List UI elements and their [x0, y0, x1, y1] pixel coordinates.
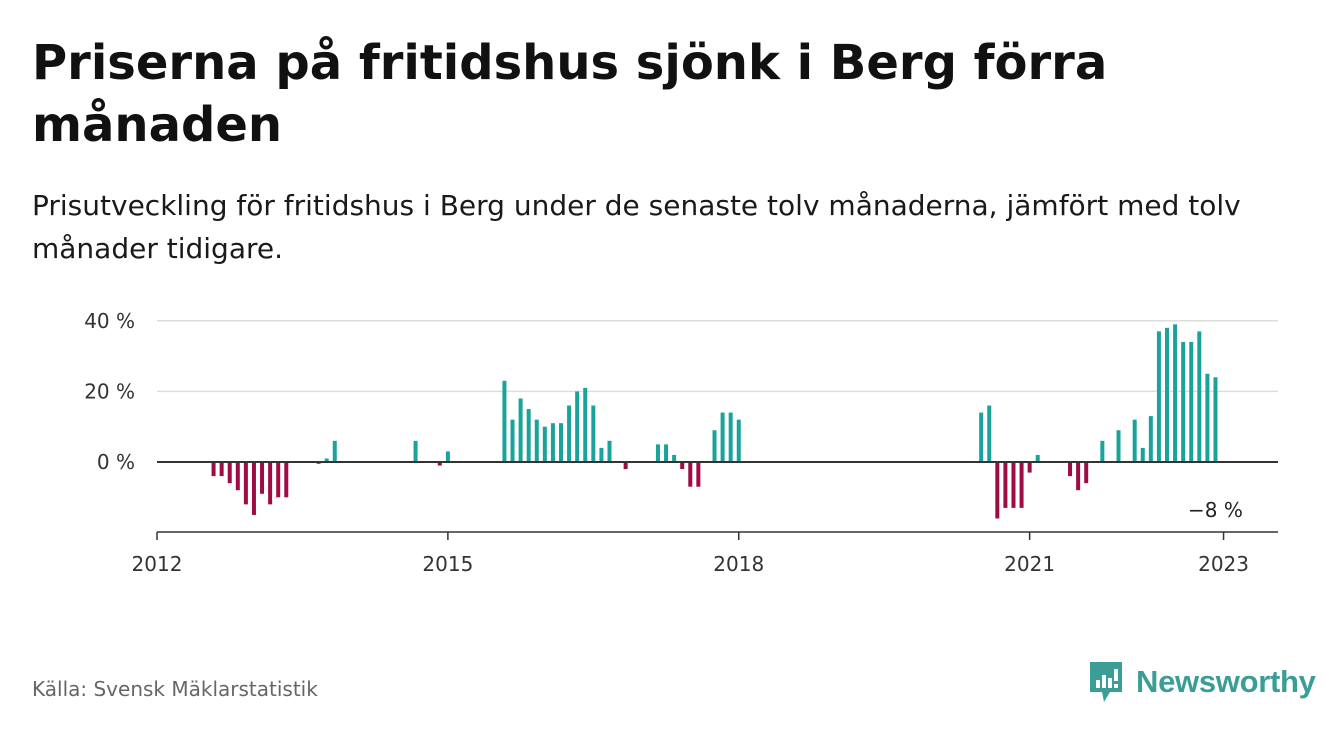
- bar: [534, 419, 539, 462]
- bar: [219, 462, 224, 477]
- bar: [211, 462, 216, 477]
- x-tick-label: 2015: [422, 552, 473, 576]
- bar: [664, 444, 669, 462]
- bar: [510, 419, 515, 462]
- bar: [567, 405, 572, 462]
- bar: [518, 398, 523, 462]
- bar: [1027, 462, 1032, 473]
- bar: [680, 462, 685, 470]
- bar: [1156, 331, 1161, 462]
- bar: [526, 409, 531, 462]
- brand-name: Newsworthy: [1136, 664, 1316, 699]
- bar: [575, 391, 580, 462]
- bar: [550, 423, 555, 462]
- bar: [995, 462, 1000, 519]
- bar: [1132, 419, 1137, 462]
- bar: [284, 462, 289, 498]
- bar: [227, 462, 232, 484]
- y-tick-label: 20 %: [84, 379, 135, 403]
- bar: [1189, 341, 1194, 462]
- bar: [1003, 462, 1008, 508]
- bar: [1140, 447, 1145, 462]
- bar: [728, 412, 733, 462]
- bar: [542, 426, 547, 462]
- brand-logo: Newsworthy: [1088, 660, 1316, 704]
- bar: [599, 447, 604, 462]
- end-value-label: −8 %: [1188, 498, 1243, 522]
- bar-chart: 40 % 20 % 0 % 2012 2015 2018 2021 2023 −8 %: [84, 309, 1278, 576]
- bar: [243, 462, 248, 505]
- x-tick-label: 2012: [132, 552, 183, 576]
- bar: [235, 462, 240, 491]
- bar: [413, 440, 418, 462]
- newsworthy-logo-icon: [1090, 662, 1122, 702]
- bar: [688, 462, 693, 487]
- bar: [324, 458, 329, 462]
- bar: [1068, 462, 1073, 477]
- bar: [260, 462, 265, 494]
- bar: [672, 454, 677, 462]
- bar: [502, 380, 507, 462]
- bar: [1084, 462, 1089, 484]
- bar: [591, 405, 596, 462]
- bar: [1019, 462, 1024, 508]
- bar: [720, 412, 725, 462]
- bar: [251, 462, 256, 515]
- bar: [268, 462, 273, 505]
- bar: [979, 412, 984, 462]
- x-tick-label: 2021: [1004, 552, 1055, 576]
- bar: [1011, 462, 1016, 508]
- chart-title: Priserna på fritidshus sjönk i Berg förr…: [32, 35, 1108, 153]
- bar: [1213, 377, 1218, 462]
- x-tick-label: 2018: [713, 552, 764, 576]
- bar: [736, 419, 741, 462]
- bar: [332, 440, 337, 462]
- bar: [1116, 430, 1121, 462]
- bar: [1181, 341, 1186, 462]
- bar: [1076, 462, 1081, 491]
- bar: [987, 405, 992, 462]
- bar: [607, 440, 612, 462]
- bar: [1035, 454, 1040, 462]
- bar: [623, 462, 628, 470]
- bar: [445, 451, 450, 462]
- bar: [1148, 416, 1153, 462]
- source-note: Källa: Svensk Mäklarstatistik: [32, 677, 318, 701]
- bar: [655, 444, 660, 462]
- y-tick-label: 40 %: [84, 309, 135, 333]
- bar: [559, 423, 563, 462]
- bar: [1205, 373, 1210, 462]
- bar: [276, 462, 281, 498]
- bar: [1100, 440, 1105, 462]
- bar: [583, 387, 588, 462]
- bar: [1173, 324, 1178, 462]
- bar: [437, 462, 442, 466]
- bar: [696, 462, 701, 487]
- bar: [1165, 327, 1169, 462]
- x-tick-label: 2023: [1198, 552, 1249, 576]
- y-tick-label: 0 %: [97, 450, 135, 474]
- bar: [712, 430, 717, 462]
- chart-subtitle: Prisutveckling för fritidshus i Berg und…: [32, 189, 1241, 265]
- bar: [1197, 331, 1202, 462]
